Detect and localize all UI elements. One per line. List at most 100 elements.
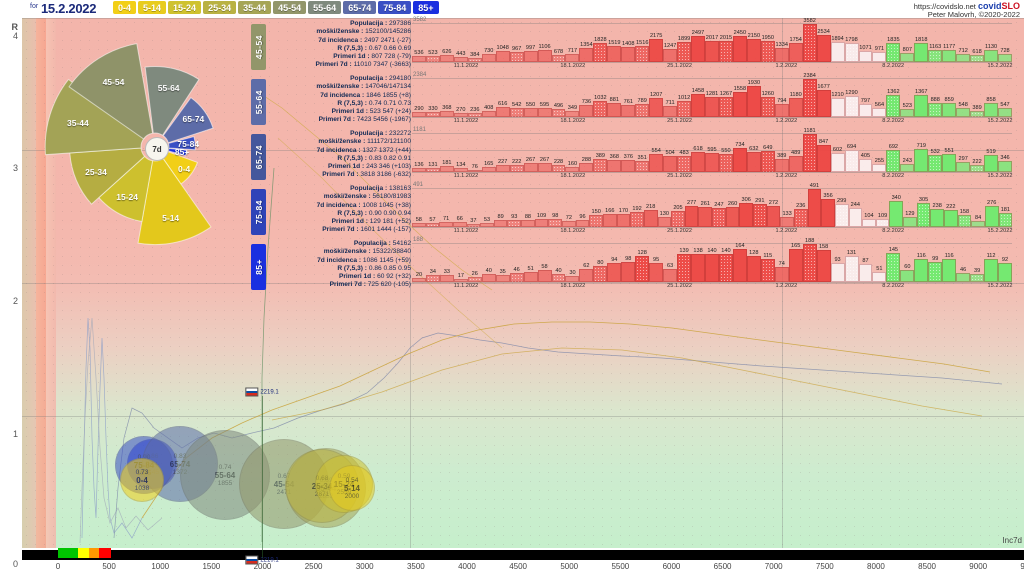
bar[interactable]: 2150	[746, 33, 761, 62]
bar[interactable]: 971	[872, 46, 887, 62]
panel-tag[interactable]: 75-84	[251, 189, 266, 235]
bar[interactable]: 227	[495, 159, 510, 172]
bar[interactable]: 1519	[607, 40, 622, 62]
bar[interactable]: 76	[467, 164, 482, 172]
bar[interactable]: 519	[984, 149, 999, 172]
bar[interactable]: 46	[509, 267, 524, 282]
bar[interactable]: 133	[780, 211, 794, 227]
bar[interactable]: 165	[788, 243, 803, 282]
bar[interactable]: 291	[753, 198, 767, 227]
rose-segment-15-24[interactable]	[98, 155, 154, 223]
bar[interactable]: 351	[635, 155, 650, 172]
bar[interactable]: 595	[537, 102, 552, 117]
bar[interactable]: 1828	[593, 37, 608, 62]
bar[interactable]: 104	[862, 213, 876, 227]
bar[interactable]: 115	[760, 253, 775, 282]
bar[interactable]: 53	[480, 217, 494, 227]
bar[interactable]: 20	[412, 272, 426, 282]
bar[interactable]: 267	[537, 157, 552, 172]
bubble-5-14[interactable]: 0.54 5-14 2000	[329, 465, 375, 511]
bar[interactable]: 1281	[705, 91, 719, 117]
bar[interactable]: 1290	[844, 90, 859, 117]
bar[interactable]: 504	[663, 150, 678, 172]
bar[interactable]: 346	[998, 155, 1012, 172]
bar[interactable]: 1177	[942, 44, 957, 62]
bar[interactable]: 1207	[649, 92, 664, 117]
bar[interactable]: 130	[657, 211, 672, 227]
bar[interactable]: 632	[746, 146, 761, 172]
bar[interactable]: 58	[412, 217, 426, 227]
bar[interactable]: 51	[523, 266, 538, 282]
bar[interactable]: 1267	[718, 91, 733, 117]
bar[interactable]: 542	[509, 102, 524, 117]
bar[interactable]: 270	[453, 107, 468, 117]
bar[interactable]: 1180	[788, 92, 803, 117]
bar[interactable]: 496	[551, 103, 566, 117]
bar[interactable]: 1458	[691, 88, 706, 117]
bar[interactable]: 1894	[830, 36, 845, 62]
bar[interactable]: 330	[425, 106, 440, 117]
bar[interactable]: 1071	[858, 45, 873, 62]
bar[interactable]: 37	[466, 218, 481, 227]
bar[interactable]: 548	[956, 102, 971, 117]
bar[interactable]: 2534	[816, 29, 831, 62]
bar[interactable]: 1950	[760, 35, 775, 62]
bar[interactable]: 222	[943, 204, 958, 227]
bar[interactable]: 188	[802, 238, 817, 282]
bar[interactable]: 888	[928, 97, 943, 117]
bar[interactable]: 1798	[844, 37, 859, 62]
bar[interactable]: 719	[914, 143, 929, 172]
bar[interactable]: 1367	[914, 89, 929, 117]
bar[interactable]: 532	[928, 149, 943, 172]
bar[interactable]: 1260	[760, 91, 775, 117]
bar[interactable]: 717	[565, 48, 580, 62]
bar[interactable]: 34	[425, 269, 440, 282]
bar[interactable]: 678	[551, 49, 566, 62]
bubble-0-4[interactable]: 0.73 0-4 1038	[120, 458, 164, 502]
bar[interactable]: 595	[705, 147, 719, 172]
bar[interactable]: 694	[844, 144, 859, 172]
age-button-45-54[interactable]: 45-54	[273, 1, 307, 14]
bar[interactable]: 550	[718, 148, 733, 172]
bar[interactable]: 536	[412, 50, 426, 62]
bar[interactable]: 109	[875, 213, 890, 227]
bar[interactable]: 17	[453, 273, 468, 282]
bar[interactable]: 236	[793, 203, 808, 227]
bar[interactable]: 618	[970, 49, 985, 62]
bar[interactable]: 618	[691, 146, 706, 172]
bar[interactable]: 1032	[593, 95, 608, 117]
bar[interactable]: 1930	[746, 80, 761, 117]
bar[interactable]: 2384	[802, 73, 817, 117]
bar[interactable]: 881	[607, 97, 622, 117]
bar[interactable]: 30	[565, 270, 580, 282]
bar[interactable]: 1558	[732, 86, 747, 117]
rose-segment-55-64[interactable]	[144, 66, 200, 136]
bar[interactable]: 116	[914, 253, 929, 282]
bar[interactable]: 550	[523, 102, 538, 117]
bar[interactable]: 128	[746, 250, 761, 282]
bar[interactable]: 129	[903, 211, 917, 227]
bar[interactable]: 99	[928, 256, 943, 282]
bar[interactable]: 66	[452, 216, 467, 227]
bar[interactable]: 1835	[886, 37, 901, 62]
bar[interactable]: 98	[548, 213, 563, 227]
bar[interactable]: 131	[844, 250, 859, 282]
panel-tag[interactable]: 85+	[251, 244, 266, 290]
bar[interactable]: 306	[739, 197, 754, 227]
bar[interactable]: 89	[493, 214, 508, 227]
bar[interactable]: 3582	[802, 18, 817, 62]
bar[interactable]: 2450	[732, 30, 747, 62]
bar[interactable]: 46	[956, 267, 971, 282]
age-button-85plus[interactable]: 85+	[413, 1, 439, 14]
bar[interactable]: 93	[830, 257, 845, 282]
age-button-75-84[interactable]: 75-84	[378, 1, 412, 14]
bar[interactable]: 1754	[788, 37, 803, 62]
bar[interactable]: 356	[821, 193, 835, 227]
bar[interactable]: 547	[998, 102, 1012, 117]
bar[interactable]: 131	[425, 162, 440, 172]
bar[interactable]: 1012	[677, 95, 692, 117]
bar[interactable]: 136	[412, 162, 426, 172]
bar[interactable]: 238	[930, 203, 944, 227]
bar[interactable]: 57	[425, 217, 440, 227]
panel-tag[interactable]: 65-74	[251, 134, 266, 180]
